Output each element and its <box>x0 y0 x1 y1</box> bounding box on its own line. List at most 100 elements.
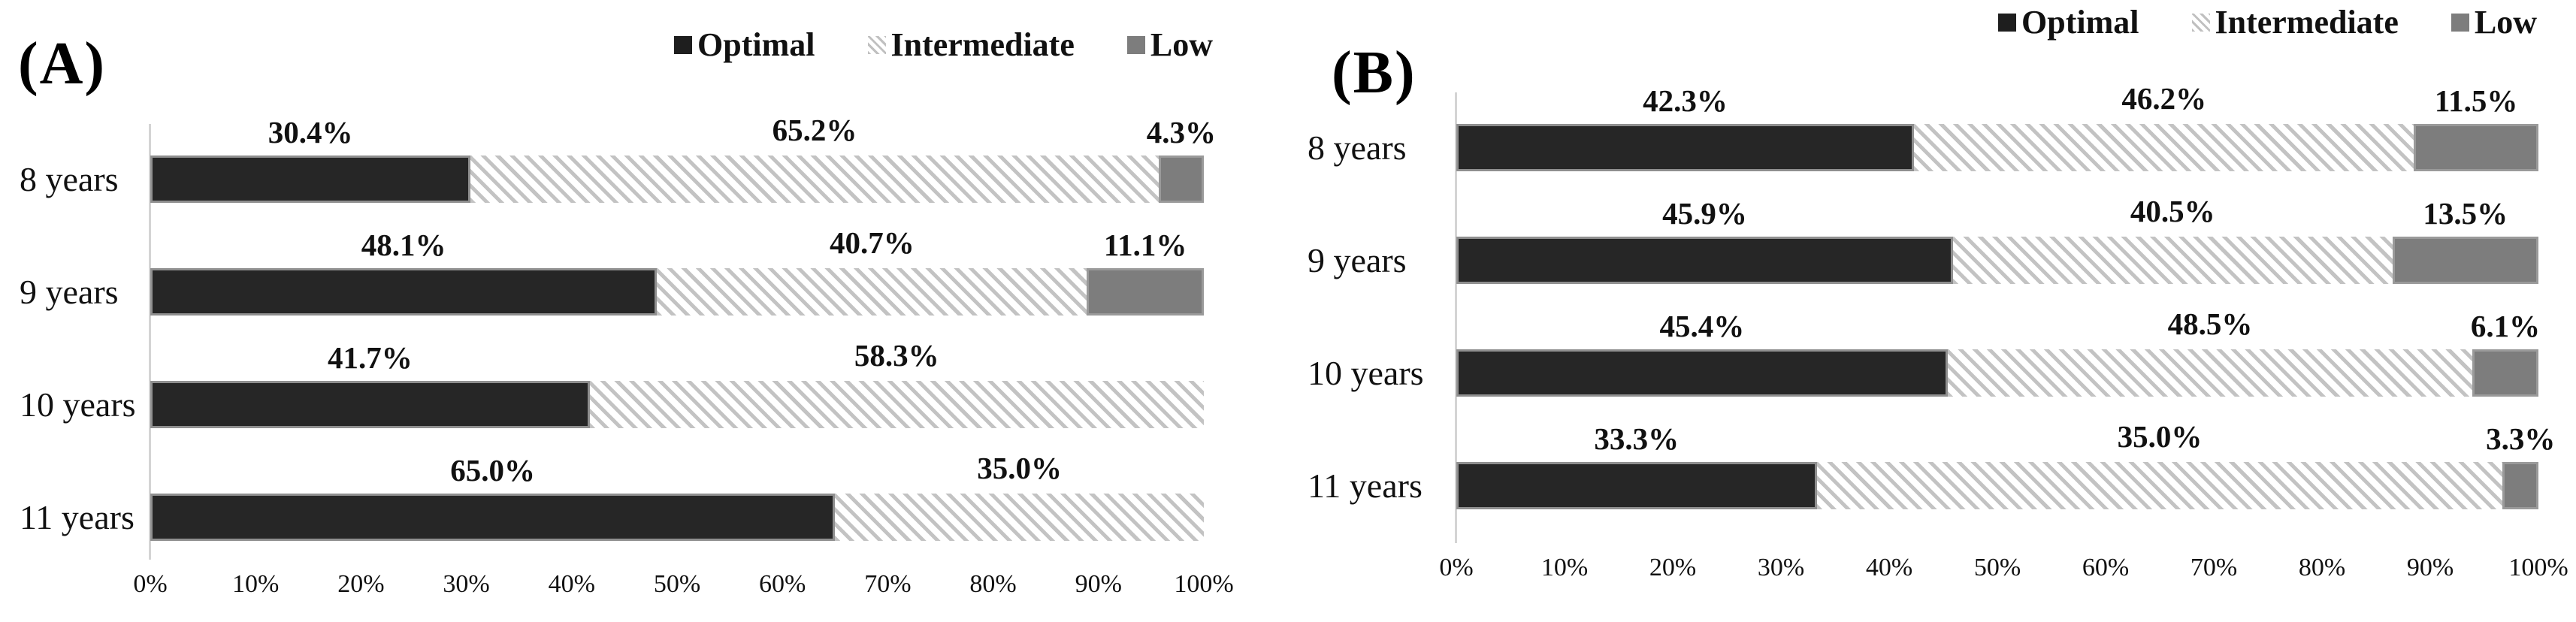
segment-value-label: 40.5% <box>2130 194 2215 228</box>
legend-label-low: Low <box>2474 4 2537 41</box>
y-axis-line <box>149 124 151 560</box>
segment-value-label: 11.5% <box>2434 83 2518 118</box>
low-legend-swatch-icon <box>1126 36 1145 54</box>
bar-segment-intermediate: 35.0% <box>1816 419 2503 509</box>
segment-value-label: 3.3% <box>2486 421 2556 456</box>
stacked-bar: 33.3% 35.0% 3.3% <box>1456 419 2555 509</box>
segment-value-label: 4.3% <box>1146 115 1216 149</box>
legend-label-optimal: Optimal <box>2021 4 2139 41</box>
bar-row: 9 years 45.9% 40.5% 13.5% <box>1308 194 2538 318</box>
bar-segment-optimal: 42.3% <box>1456 83 1915 171</box>
segment-value-label: 11.1% <box>1103 228 1187 262</box>
bars-container: 8 years 42.3% 46.2% 11.5% 9 years 45.9% 40.5% 1… <box>1308 81 2555 543</box>
segment-value-label: 35.0% <box>977 451 1063 485</box>
panel-letter-a: (A) <box>18 31 107 97</box>
plot-area: 8 years 30.4% 65.2% 4.3% 9 years 48.1% 40.7% 11… <box>20 113 1234 596</box>
x-axis-ticks: 0% 10% 20% 30% 40% 50% 60% 70% 80% 90% 100% <box>1439 554 2568 588</box>
bar-segment-optimal: 65.0% <box>150 453 836 541</box>
intermediate-legend-swatch-icon <box>2191 14 2210 32</box>
category-label: 9 years <box>20 273 119 311</box>
category-label: 10 years <box>1308 354 1424 392</box>
x-tick-label: 0% <box>1439 554 1474 581</box>
segment-value-label: 46.2% <box>2121 81 2207 116</box>
legend: Optimal Intermediate Low <box>1998 6 2537 39</box>
segment-value-label: 65.0% <box>450 453 536 488</box>
bar-segment-low: 3.3% <box>2486 421 2555 509</box>
x-tick-label: 90% <box>2406 554 2454 581</box>
segment-value-label: 65.2% <box>772 113 857 147</box>
x-tick-label: 70% <box>2190 554 2238 581</box>
bar-row: 8 years 30.4% 65.2% 4.3% <box>20 113 1216 237</box>
x-tick-label: 40% <box>548 570 595 598</box>
category-label: 10 years <box>20 385 136 424</box>
category-label: 11 years <box>1308 466 1423 505</box>
bar-segment-intermediate: 58.3% <box>589 338 1204 428</box>
bar-segment-optimal: 48.1% <box>150 228 658 316</box>
bar-row: 11 years 33.3% 35.0% 3.3% <box>1308 419 2555 543</box>
legend-item-intermediate: Intermediate <box>867 26 1075 63</box>
legend-item-low: Low <box>2451 6 2537 39</box>
bar-segment-optimal: 30.4% <box>150 115 471 203</box>
bar-row: 10 years 45.4% 48.5% 6.1% <box>1308 306 2540 430</box>
bar-segment-optimal: 41.7% <box>150 340 590 428</box>
legend-item-optimal: Optimal <box>1998 6 2139 39</box>
x-tick-label: 100% <box>1174 570 1234 598</box>
x-tick-label: 60% <box>759 570 806 598</box>
segment-value-label: 41.7% <box>327 340 413 375</box>
category-label: 11 years <box>20 498 135 536</box>
x-tick-label: 30% <box>1757 554 1805 581</box>
legend-label-low: Low <box>1150 26 1213 63</box>
low-legend-swatch-icon <box>2451 14 2469 32</box>
stacked-bar: 30.4% 65.2% 4.3% <box>150 113 1216 203</box>
category-label: 8 years <box>1308 128 1407 167</box>
segment-value-label: 58.3% <box>854 338 939 373</box>
bar-segment-optimal: 45.4% <box>1456 309 1948 397</box>
legend: Optimal Intermediate Low <box>674 29 1213 62</box>
bar-row: 8 years 42.3% 46.2% 11.5% <box>1308 81 2538 205</box>
bar-segment-low: 11.5% <box>2414 83 2538 171</box>
x-tick-label: 80% <box>969 570 1017 598</box>
segment-value-label: 30.4% <box>268 115 353 149</box>
segment-value-label: 40.7% <box>829 225 915 260</box>
bar-segment-intermediate: 48.5% <box>1947 306 2473 397</box>
segment-value-label: 33.3% <box>1594 421 1680 456</box>
stacked-bar: 65.0% 35.0% <box>150 451 1204 541</box>
legend-label-optimal: Optimal <box>697 26 815 63</box>
panel-a: (A) Optimal Intermediate Low 8 years 30.4% 6… <box>18 29 1234 597</box>
intermediate-legend-swatch-icon <box>867 36 886 54</box>
x-tick-label: 70% <box>864 570 912 598</box>
optimal-legend-swatch-icon <box>1998 14 2017 32</box>
segment-value-label: 6.1% <box>2470 309 2541 343</box>
x-tick-label: 60% <box>2082 554 2130 581</box>
category-label: 9 years <box>1308 241 1407 279</box>
legend-label-intermediate: Intermediate <box>890 26 1075 63</box>
optimal-legend-swatch-icon <box>674 36 693 54</box>
bar-segment-intermediate: 40.5% <box>1952 194 2393 284</box>
stacked-bar: 48.1% 40.7% 11.1% <box>150 225 1204 316</box>
x-tick-label: 30% <box>443 570 490 598</box>
bar-segment-low: 6.1% <box>2471 309 2540 397</box>
x-tick-label: 80% <box>2298 554 2346 581</box>
bars-container: 8 years 30.4% 65.2% 4.3% 9 years 48.1% 40.7% 11… <box>20 113 1216 560</box>
legend-item-low: Low <box>1126 26 1213 63</box>
x-tick-label: 50% <box>653 570 701 598</box>
bar-row: 11 years 65.0% 35.0% <box>20 451 1204 575</box>
x-tick-label: 40% <box>1865 554 1913 581</box>
bar-segment-intermediate: 40.7% <box>657 225 1087 316</box>
bar-segment-optimal: 33.3% <box>1456 421 1817 509</box>
x-axis-ticks: 0% 10% 20% 30% 40% 50% 60% 70% 80% 90% 100% <box>133 570 1233 605</box>
segment-value-label: 35.0% <box>2117 419 2203 454</box>
x-tick-label: 100% <box>2508 554 2568 581</box>
bar-segment-low: 13.5% <box>2392 196 2538 284</box>
segment-value-label: 13.5% <box>2423 196 2508 231</box>
bar-segment-low: 11.1% <box>1087 228 1204 316</box>
bar-segment-intermediate: 65.2% <box>470 113 1159 203</box>
segment-value-label: 48.5% <box>2167 306 2253 341</box>
panel-b: (B) Optimal Intermediate Low 8 years 42.3% 4… <box>1288 0 2576 622</box>
legend-item-optimal: Optimal <box>674 29 815 62</box>
plot-area: 8 years 42.3% 46.2% 11.5% 9 years 45.9% 40.5% 1… <box>1308 81 2568 580</box>
category-label: 8 years <box>20 160 119 198</box>
bar-segment-low: 4.3% <box>1147 115 1216 203</box>
bar-segment-optimal: 45.9% <box>1456 196 1953 284</box>
